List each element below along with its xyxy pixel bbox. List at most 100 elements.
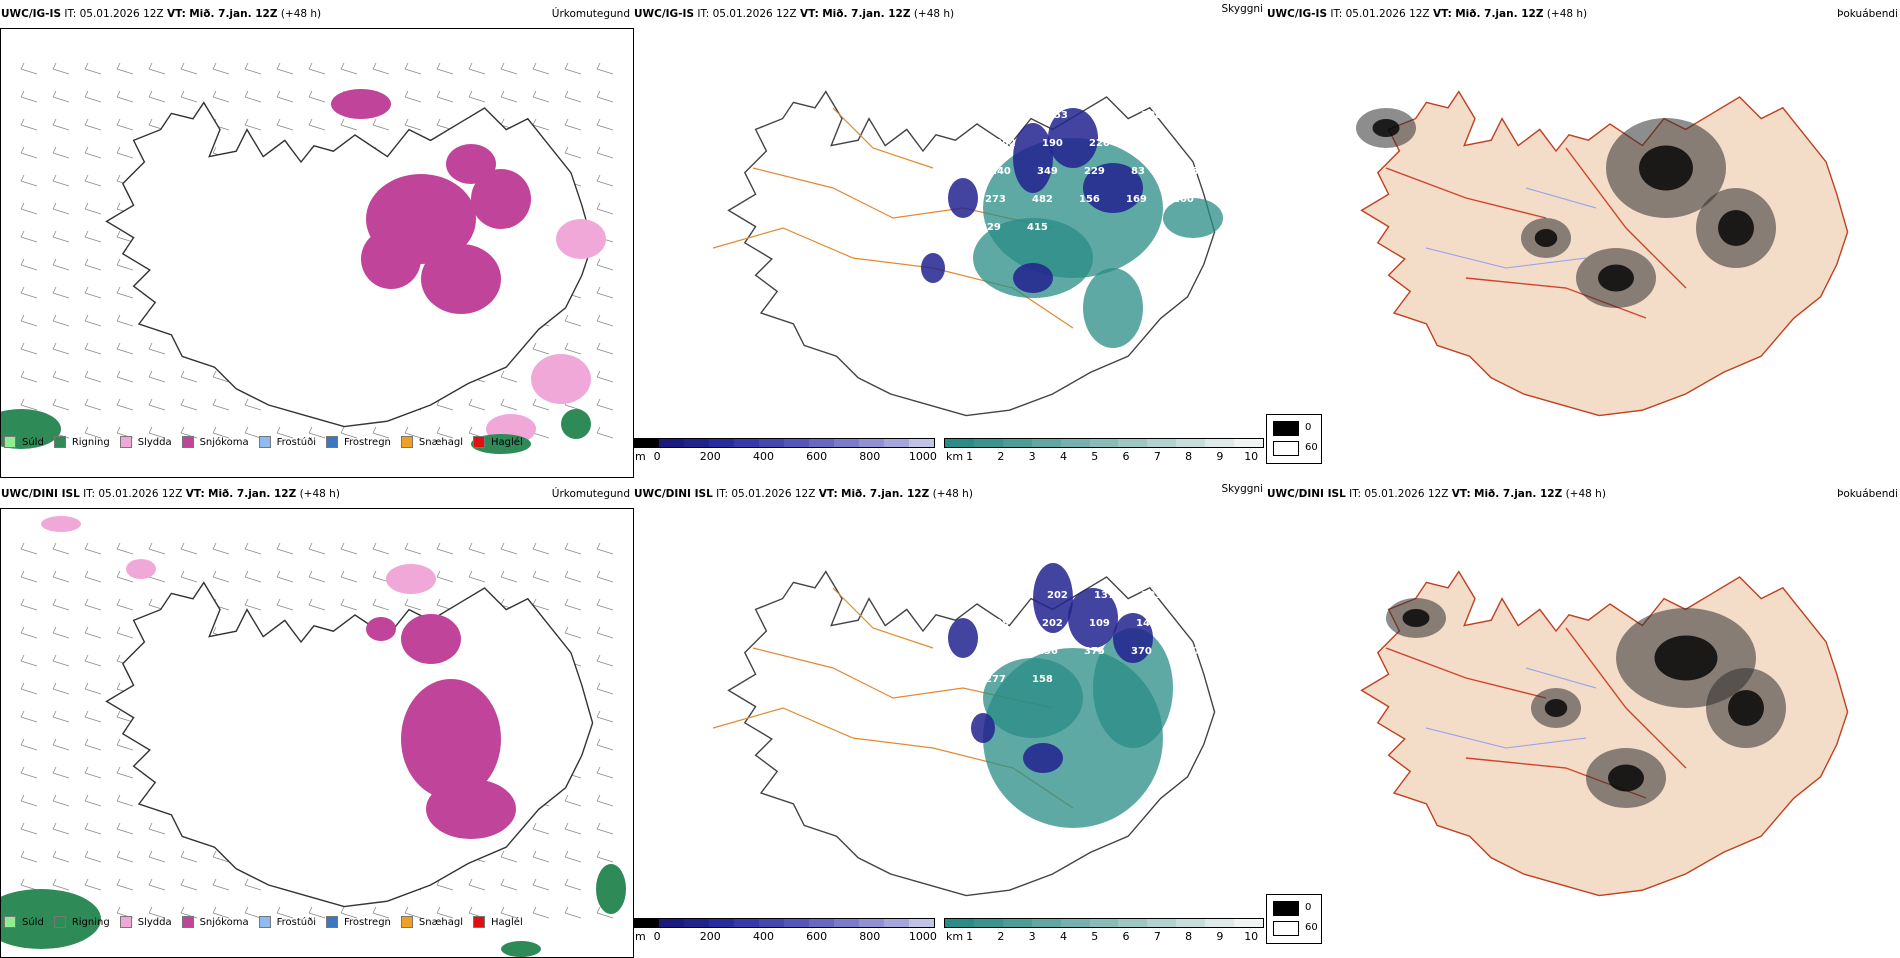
colorbar-segment [684, 439, 709, 447]
colorbar-segment [709, 919, 734, 927]
visibility-map[interactable]: 318 320 202 137 103 116 98 202 109 140 120 608 156 37… [633, 508, 1265, 928]
colorbar-tick: 6 [1122, 930, 1130, 943]
visibility-panel: UWC/DINI ISL IT: 05.01.2026 12Z VT: Mið.… [633, 483, 1265, 944]
colorbar-tick: 3 [1028, 450, 1036, 463]
legend-label: Snjókoma [199, 436, 249, 448]
panel-title: Þokuábendi [1837, 8, 1898, 20]
ceiling-label: 190 [1042, 138, 1063, 149]
ceiling-label: 137 [1094, 590, 1115, 601]
colorbar-segment [1147, 439, 1177, 447]
ceiling-label: 156 [1037, 646, 1058, 657]
legend-item: Snæhagl [400, 916, 464, 928]
legend-label: Súld [22, 916, 44, 928]
legend-swatch [53, 916, 66, 928]
panel-title: Skyggni [1221, 483, 1264, 495]
ceiling-label: 83 [1131, 166, 1145, 177]
fog-indicator-panel: UWC/DINI ISL IT: 05.01.2026 12Z VT: Mið.… [1266, 488, 1900, 944]
ceiling-label: 156 [1079, 194, 1100, 205]
ceiling-label: 116 [1188, 590, 1209, 601]
colorbar-segment [945, 919, 974, 927]
legend-label: Slydda [137, 436, 172, 448]
legend-item: Súld [4, 916, 44, 928]
colorbar-segment [784, 439, 809, 447]
precip-map[interactable] [0, 508, 634, 958]
colorbar-segment [1002, 439, 1032, 447]
ceiling-label: 172 [1188, 110, 1209, 121]
colorbar-tick: 10 [1244, 450, 1259, 463]
panel-title: Skyggni [1221, 3, 1264, 15]
fog-map[interactable] [1266, 508, 1900, 928]
ceiling-label: 310 [1178, 646, 1199, 657]
ceiling-label: 375 [1084, 646, 1105, 657]
ceiling-label: 169 [1126, 194, 1147, 205]
legend-label: Frostúði [276, 916, 316, 928]
legend-item: Snæhagl [400, 436, 464, 448]
legend-item: Frostúði [258, 916, 316, 928]
panel-header: UWC/DINI ISL IT: 05.01.2026 12Z VT: Mið.… [634, 488, 973, 500]
visibility-colorbar-bar [944, 438, 1264, 448]
visibility-colorbar-ticks: km 1 2 3 4 5 6 7 8 9 10 [944, 448, 1264, 463]
legend-item: Slydda [119, 916, 172, 928]
fog-key-label: 60 [1305, 922, 1318, 933]
colorbar-segment [859, 439, 884, 447]
ceiling-colorbar-bar [633, 438, 935, 448]
legend-swatch [400, 436, 413, 448]
ceiling-colorbar: m 0 200 400 600 800 1000 [633, 918, 937, 943]
colorbar-tick: 5 [1091, 450, 1099, 463]
colorbar-segment [1176, 439, 1206, 447]
precip-type-panel: UWC/DINI ISL IT: 05.01.2026 12Z VT: Mið.… [0, 488, 634, 958]
ceiling-label: 109 [1089, 618, 1110, 629]
colorbar-tick: 600 [806, 930, 828, 943]
panel-header: UWC/IG-IS IT: 05.01.2026 12Z VT: Mið. 7.… [634, 8, 955, 20]
legend-swatch [53, 436, 66, 448]
ceiling-label: 325 [1000, 110, 1021, 121]
ceiling-label: 128 [1094, 110, 1115, 121]
colorbar-tick: 4 [1059, 930, 1067, 943]
fog-map[interactable] [1266, 28, 1900, 448]
colorbar-segment [809, 439, 834, 447]
legend-swatch [473, 916, 486, 928]
colorbar-segment [859, 919, 884, 927]
colorbar-unit: m [635, 930, 646, 943]
legend-item: Slydda [119, 436, 172, 448]
fog-key: 0 60 [1266, 414, 1322, 464]
fog-key-swatch [1273, 901, 1299, 916]
legend-item: Haglél [473, 436, 523, 448]
colorbar-segment [973, 439, 1003, 447]
legend-label: Snæhagl [418, 436, 464, 448]
legend-label: Haglél [491, 436, 523, 448]
colorbar-tick: 4 [1059, 450, 1067, 463]
panel-header: UWC/DINI ISL IT: 05.01.2026 12Z VT: Mið.… [1, 488, 340, 500]
ceiling-label: 185 [1178, 166, 1199, 177]
colorbar-tick: 8 [1185, 930, 1193, 943]
colorbar-segment [784, 919, 809, 927]
colorbar-tick: 0 [653, 450, 661, 463]
colorbar-segment [1031, 919, 1061, 927]
ceiling-label: 226 [1089, 138, 1110, 149]
panel-title: Úrkomutegund [551, 488, 630, 500]
legend-swatch [4, 916, 16, 928]
colorbar-segment [884, 439, 909, 447]
legend-label: Haglél [491, 916, 523, 928]
fog-key-label: 0 [1305, 422, 1312, 433]
colorbar-segment [909, 919, 934, 927]
forecast-row-dini-isl: UWC/DINI ISL IT: 05.01.2026 12Z VT: Mið.… [0, 480, 1900, 958]
legend-swatch [119, 916, 132, 928]
ceiling-colorbar-bar [633, 918, 935, 928]
colorbar-tick: 400 [752, 450, 774, 463]
legend-swatch [326, 916, 338, 928]
colorbar-tick: 10 [1244, 930, 1259, 943]
colorbar-tick: 7 [1153, 450, 1161, 463]
colorbar-segment [1002, 919, 1032, 927]
legend-label: Frostregn [344, 916, 391, 928]
colorbar-segment [1118, 439, 1148, 447]
colorbar-tick: 200 [699, 450, 721, 463]
colorbar-segment [1118, 919, 1148, 927]
ceiling-label: 370 [1131, 646, 1152, 657]
colorbar-tick: 3 [1028, 930, 1036, 943]
precip-map[interactable] [0, 28, 634, 478]
visibility-map[interactable]: 205 325 153 128 108 172 352 190 226 219 175 240 349 2… [633, 28, 1265, 448]
fog-key: 0 60 [1266, 894, 1322, 944]
colorbar-segment [1205, 919, 1235, 927]
legend-label: Snæhagl [418, 916, 464, 928]
